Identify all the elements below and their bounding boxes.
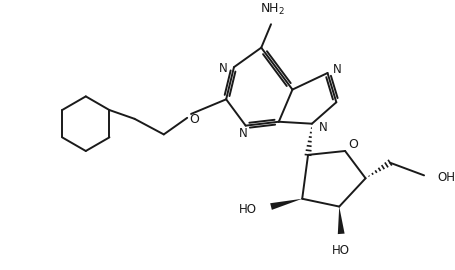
Text: NH$_2$: NH$_2$ bbox=[260, 2, 285, 18]
Text: O: O bbox=[189, 113, 198, 126]
Text: O: O bbox=[347, 138, 357, 151]
Text: OH: OH bbox=[437, 171, 455, 184]
Polygon shape bbox=[269, 199, 302, 210]
Text: HO: HO bbox=[239, 203, 257, 216]
Text: N: N bbox=[239, 127, 248, 140]
Text: N: N bbox=[218, 62, 227, 75]
Polygon shape bbox=[337, 207, 344, 234]
Text: HO: HO bbox=[332, 244, 349, 256]
Text: N: N bbox=[318, 121, 327, 134]
Text: N: N bbox=[332, 63, 340, 76]
